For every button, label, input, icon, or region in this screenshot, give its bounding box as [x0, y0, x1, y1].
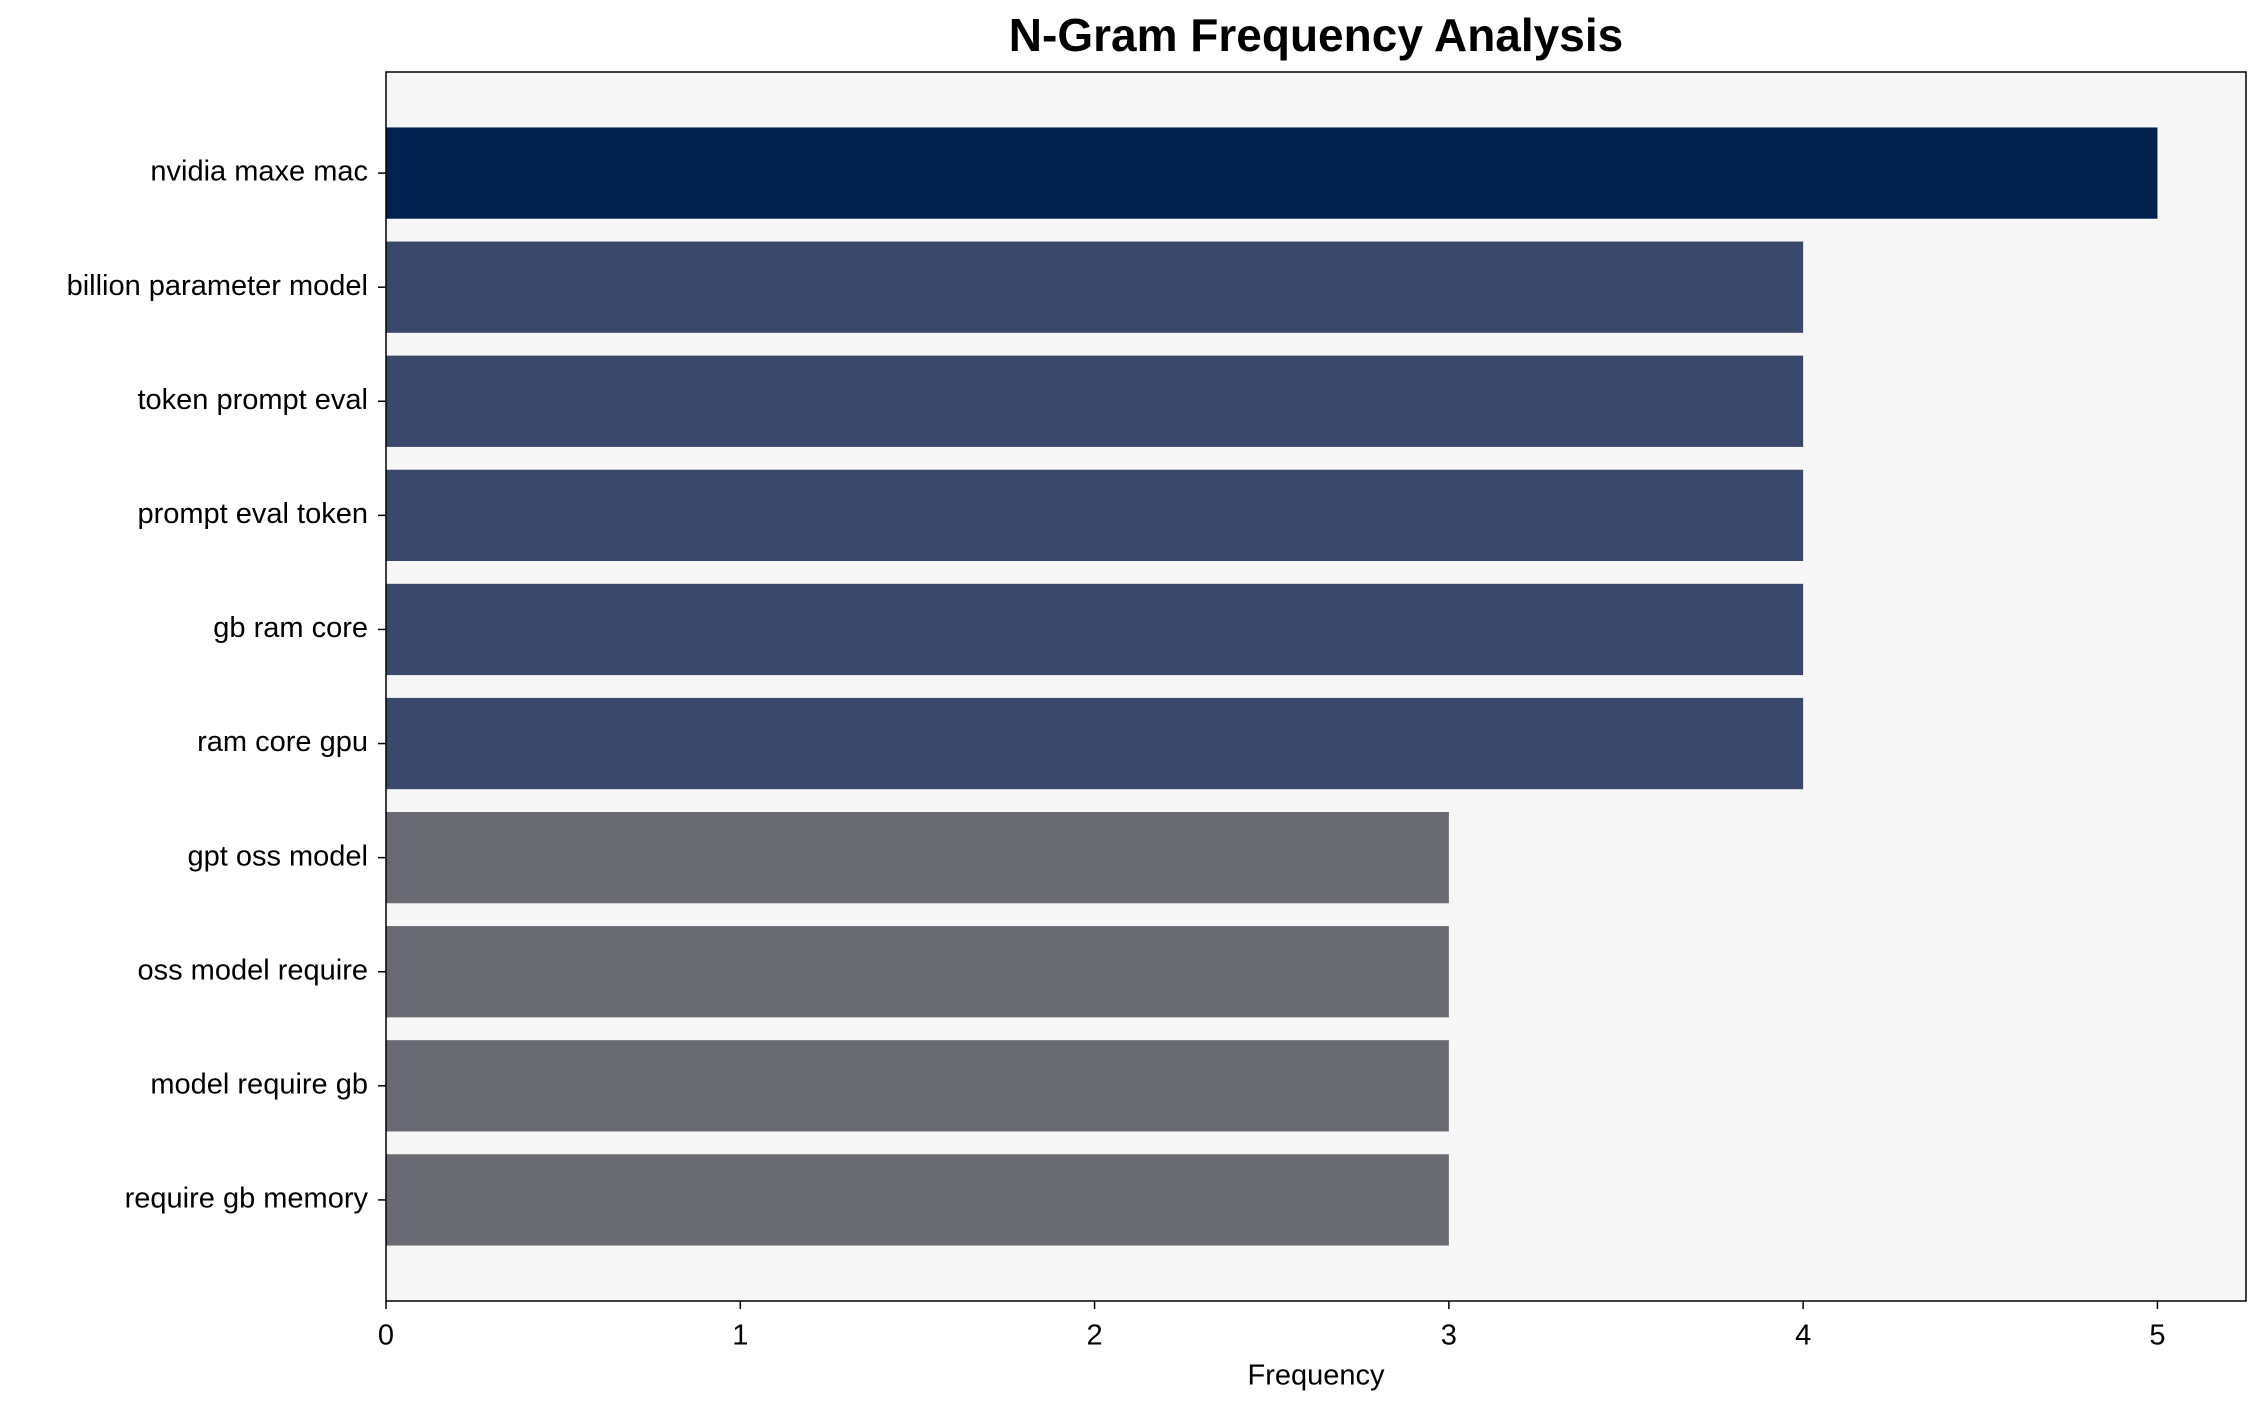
y-tick-label: nvidia maxe mac: [150, 156, 368, 188]
y-tick-label: gb ram core: [213, 612, 368, 644]
y-tick-label: prompt eval token: [137, 498, 368, 530]
bar: [386, 241, 1804, 333]
x-tick-label: 5: [2149, 1320, 2165, 1352]
chart-title: N-Gram Frequency Analysis: [1009, 9, 1623, 61]
x-tick-label: 3: [1441, 1320, 1457, 1352]
y-tick-label: billion parameter model: [67, 270, 368, 302]
y-tick-label: oss model require: [138, 954, 369, 986]
y-tick-label: model require gb: [150, 1068, 368, 1100]
y-tick-label: gpt oss model: [187, 840, 368, 872]
bar: [386, 469, 1804, 561]
bar: [386, 697, 1804, 790]
bar: [386, 127, 2158, 219]
plot-frame: [385, 71, 2247, 1302]
bar: [386, 583, 1804, 676]
y-tick-label: ram core gpu: [197, 726, 368, 758]
bar: [386, 1040, 1449, 1132]
y-tick-label: require gb memory: [125, 1183, 369, 1215]
x-tick-label: 0: [378, 1320, 394, 1352]
x-tick-label: 1: [732, 1320, 748, 1352]
x-axis-label: Frequency: [1247, 1360, 1385, 1392]
x-tick-label: 2: [1087, 1320, 1103, 1352]
bar: [386, 926, 1449, 1018]
bar: [386, 812, 1449, 904]
x-tick-label: 4: [1795, 1320, 1811, 1352]
y-tick-label: token prompt eval: [137, 384, 368, 416]
bar: [386, 355, 1804, 447]
bar: [386, 1154, 1449, 1246]
